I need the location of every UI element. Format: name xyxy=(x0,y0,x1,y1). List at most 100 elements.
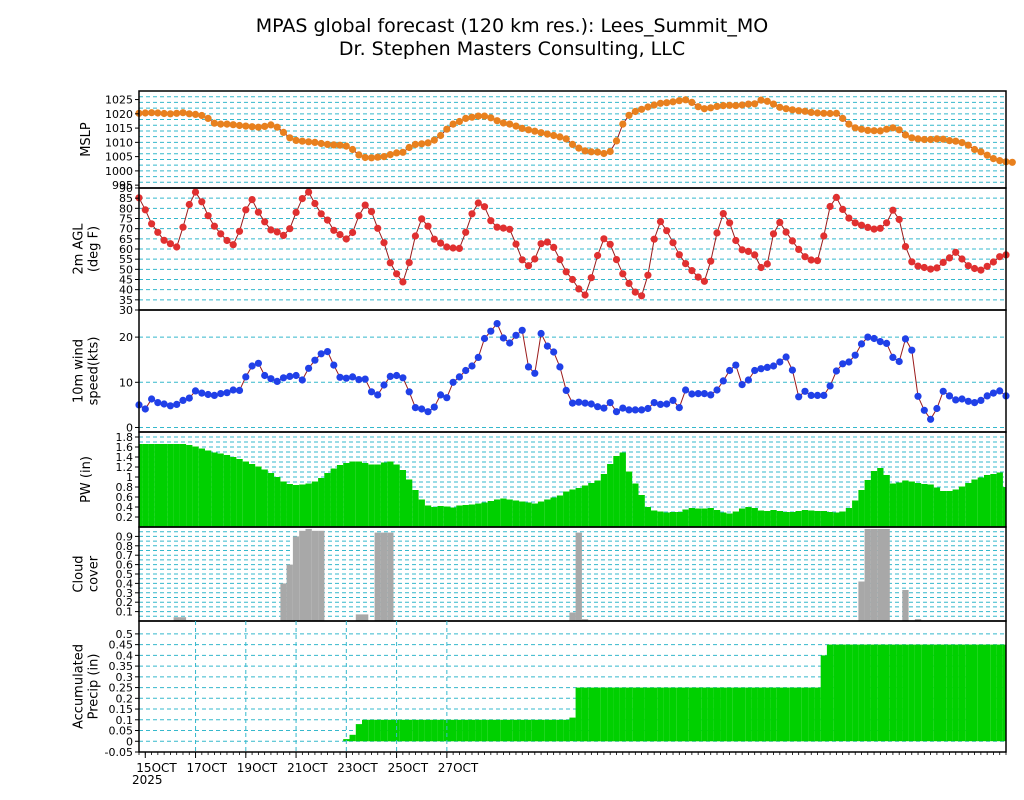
mslp-point xyxy=(336,141,344,149)
t2m-point xyxy=(443,243,451,251)
pw-bar xyxy=(380,462,388,527)
pw-bar xyxy=(412,490,419,527)
wind-point xyxy=(405,388,413,396)
precip-bar xyxy=(424,719,432,742)
x-tick-label: 23OCT xyxy=(337,761,378,775)
wind-point xyxy=(279,374,288,382)
pw-bar xyxy=(594,480,601,527)
precip-bar xyxy=(468,719,476,742)
wind-point xyxy=(581,399,589,407)
wind-point xyxy=(719,377,727,385)
pw-bar xyxy=(292,485,300,527)
pw-bar xyxy=(651,510,658,527)
wind-point xyxy=(386,372,394,380)
wind-point xyxy=(851,351,859,359)
t2m-point xyxy=(977,266,985,274)
precip-bar xyxy=(619,687,626,742)
t2m-point xyxy=(927,265,935,273)
pw-bar xyxy=(896,482,903,527)
precip-bar xyxy=(996,644,1003,742)
t2m-point xyxy=(638,292,646,300)
t2m-point xyxy=(795,245,803,253)
mslp-y-tick-label: 995 xyxy=(112,179,133,192)
wind-point xyxy=(499,334,507,342)
pw-bar xyxy=(1002,487,1006,527)
t2m-point xyxy=(437,239,445,247)
wind-point xyxy=(235,386,244,394)
t2m-point xyxy=(229,241,237,249)
t2m-y-axis-title: (deg F) xyxy=(87,226,102,272)
precip-bar xyxy=(563,719,570,742)
wind-point xyxy=(330,361,338,369)
wind-point xyxy=(342,374,350,382)
mslp-point xyxy=(292,136,300,144)
wind-point xyxy=(801,387,809,395)
precip-bar xyxy=(776,687,783,742)
wind-point xyxy=(305,364,313,372)
t2m-point xyxy=(631,288,639,296)
precip-bar xyxy=(695,687,702,742)
precip-bar xyxy=(739,687,746,742)
precip-bar xyxy=(613,687,620,742)
precip-bar xyxy=(789,687,796,742)
precip-bar xyxy=(688,687,695,742)
wind-point xyxy=(845,358,853,366)
wind-point xyxy=(663,400,671,408)
mslp-point xyxy=(656,99,665,107)
wind-point xyxy=(204,390,212,399)
pw-bar xyxy=(669,512,677,527)
wind-point xyxy=(323,348,332,356)
t2m-point xyxy=(700,277,709,285)
wind-point xyxy=(166,402,174,410)
precip-bar xyxy=(896,644,903,742)
precip-bar xyxy=(494,719,501,742)
pw-bar xyxy=(795,511,802,527)
wind-y-tick-label: 10 xyxy=(119,376,133,389)
pw-bar xyxy=(833,512,840,527)
mslp-point xyxy=(807,108,815,116)
mslp-point xyxy=(744,100,753,108)
wind-point xyxy=(939,387,947,395)
wind-point xyxy=(688,390,696,398)
wind-point xyxy=(638,406,646,414)
cloud-y-tick-label: 0.6 xyxy=(116,559,134,572)
pw-bar xyxy=(858,490,865,527)
mslp-point xyxy=(782,105,790,113)
mslp-point xyxy=(462,114,470,122)
precip-bar xyxy=(783,687,790,742)
mslp-point xyxy=(562,135,570,143)
wind-point xyxy=(393,371,401,380)
precip-bar xyxy=(845,644,853,742)
wind-point xyxy=(210,391,218,399)
pw-y-tick-label: 1.4 xyxy=(116,451,134,464)
pw-bar xyxy=(563,491,570,527)
mslp-point xyxy=(644,103,652,111)
pw-bar xyxy=(343,463,350,527)
t2m-point xyxy=(405,259,413,267)
pw-bar xyxy=(537,501,545,527)
t2m-point xyxy=(323,216,332,224)
t2m-point xyxy=(355,212,363,220)
wind-point xyxy=(820,391,828,399)
pw-bar xyxy=(870,471,878,527)
precip-bar xyxy=(406,719,413,742)
t2m-point xyxy=(769,230,778,238)
mslp-point xyxy=(751,100,759,108)
t2m-point xyxy=(185,200,193,209)
precip-bar xyxy=(512,719,520,742)
precip-bar xyxy=(450,719,457,742)
t2m-point xyxy=(945,254,954,262)
mslp-point xyxy=(876,127,884,135)
wind-point xyxy=(895,357,903,366)
pw-bar xyxy=(362,463,369,527)
t2m-point xyxy=(876,224,884,232)
precip-bar xyxy=(814,687,821,742)
pw-bar xyxy=(230,457,237,527)
t2m-point xyxy=(399,278,407,286)
mslp-point xyxy=(499,119,507,127)
cloud-bar xyxy=(864,528,871,621)
precip-bar xyxy=(826,644,834,742)
t2m-point xyxy=(901,243,910,251)
wind-point xyxy=(606,399,614,407)
t2m-point xyxy=(782,228,790,236)
